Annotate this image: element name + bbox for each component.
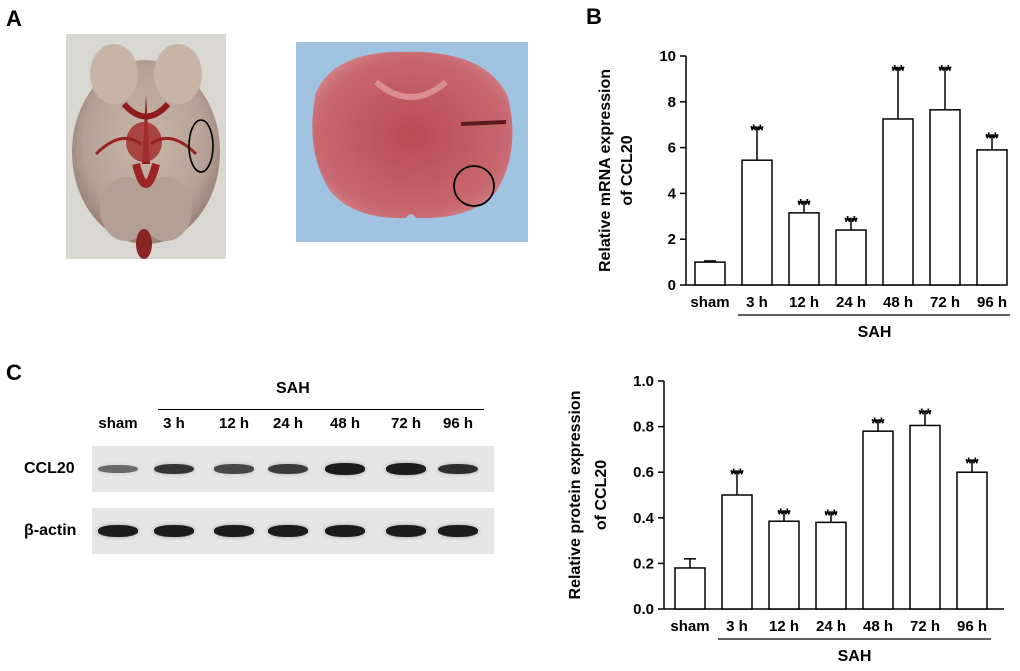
y-tick-label: 8 bbox=[668, 94, 676, 111]
blot-band bbox=[268, 525, 308, 537]
bar bbox=[674, 567, 706, 610]
blot-row-label: CCL20 bbox=[24, 460, 75, 477]
blot-group-label: SAH bbox=[276, 380, 310, 397]
blot-band bbox=[325, 463, 365, 475]
y-tick-label: 0.8 bbox=[633, 419, 654, 436]
western-blot: SAH sham 3 h 12 h 24 h 48 h 72 h 96 h CCL20 β-a… bbox=[0, 360, 520, 580]
significance-marker: ** bbox=[797, 196, 811, 215]
bar bbox=[721, 494, 753, 610]
blot-group-line bbox=[158, 409, 484, 410]
y-axis-label: of CCL20 bbox=[619, 135, 636, 205]
panel-letter-b: B bbox=[586, 4, 602, 29]
group-label: SAH bbox=[838, 648, 872, 665]
panel-letter-a: A bbox=[6, 6, 22, 31]
x-tick-label: 3 h bbox=[726, 618, 748, 635]
blot-band bbox=[386, 463, 426, 475]
blot-lane-label: 72 h bbox=[390, 415, 421, 432]
significance-marker: ** bbox=[824, 506, 838, 525]
blot-band bbox=[268, 463, 308, 475]
x-tick-label: 24 h bbox=[836, 294, 866, 311]
x-tick-label: 48 h bbox=[883, 294, 913, 311]
significance-marker: ** bbox=[985, 129, 999, 148]
y-tick-label: 2 bbox=[668, 231, 676, 248]
significance-marker: ** bbox=[844, 213, 858, 232]
blot-band bbox=[98, 464, 138, 474]
blot-band bbox=[98, 525, 138, 537]
bar bbox=[882, 118, 914, 286]
significance-marker: ** bbox=[750, 121, 764, 140]
bar bbox=[768, 520, 800, 610]
x-tick-label: 24 h bbox=[816, 618, 846, 635]
blot-lane-label: 12 h bbox=[218, 415, 249, 432]
x-tick-label: 12 h bbox=[769, 618, 799, 635]
y-tick-label: 1.0 bbox=[633, 373, 654, 390]
blot-band bbox=[438, 463, 478, 475]
x-tick-label: 72 h bbox=[930, 294, 960, 311]
bar bbox=[741, 159, 773, 286]
x-tick-label: sham bbox=[690, 294, 729, 311]
x-tick-label: 48 h bbox=[863, 618, 893, 635]
x-tick-label: 72 h bbox=[910, 618, 940, 635]
blot-band bbox=[214, 464, 254, 474]
bar bbox=[835, 229, 867, 286]
y-tick-label: 0.4 bbox=[633, 510, 655, 527]
blot-lane-label: 48 h bbox=[329, 415, 360, 432]
x-tick-label: 12 h bbox=[789, 294, 819, 311]
significance-marker: ** bbox=[871, 414, 885, 433]
group-label: SAH bbox=[858, 324, 892, 341]
bar bbox=[694, 261, 726, 286]
significance-marker: ** bbox=[891, 62, 905, 81]
x-tick-label: sham bbox=[670, 618, 709, 635]
x-tick-label: 96 h bbox=[957, 618, 987, 635]
brain-slice-photo bbox=[296, 42, 528, 242]
mrna-bar-chart: Relative mRNA expression of CCL20 0 2 4 6 8 10 s… bbox=[597, 48, 1010, 341]
significance-marker: ** bbox=[730, 465, 744, 484]
significance-marker: ** bbox=[938, 62, 952, 81]
blot-band bbox=[154, 525, 194, 537]
blot-lane-label: 24 h bbox=[272, 415, 303, 432]
bar bbox=[788, 212, 820, 286]
x-tick-label: 3 h bbox=[746, 294, 768, 311]
protein-bar-chart: Relative protein expression of CCL20 0.0 0.… bbox=[567, 373, 1004, 665]
blot-row-label: β-actin bbox=[24, 522, 77, 539]
blot-lane-label: 3 h bbox=[163, 415, 185, 432]
bar bbox=[976, 149, 1008, 286]
y-tick-label: 0 bbox=[668, 277, 676, 294]
blot-band bbox=[214, 525, 254, 537]
x-tick-label: 96 h bbox=[977, 294, 1007, 311]
bar bbox=[929, 109, 961, 286]
blot-band bbox=[154, 463, 194, 475]
blot-band bbox=[325, 525, 365, 537]
y-axis-label: Relative protein expression bbox=[567, 391, 584, 600]
significance-marker: ** bbox=[918, 405, 932, 424]
brain-ventral-photo bbox=[66, 34, 226, 259]
bar bbox=[862, 430, 894, 610]
y-tick-label: 10 bbox=[659, 48, 676, 65]
bar bbox=[815, 521, 847, 610]
blot-lane-label: 96 h bbox=[442, 415, 473, 432]
y-tick-label: 4 bbox=[668, 185, 677, 202]
blot-band bbox=[438, 525, 478, 537]
y-tick-label: 0.0 bbox=[633, 601, 654, 618]
blot-lane-label: sham bbox=[98, 415, 138, 432]
y-tick-label: 6 bbox=[668, 140, 676, 157]
y-tick-label: 0.6 bbox=[633, 464, 654, 481]
bar bbox=[956, 471, 988, 610]
significance-marker: ** bbox=[777, 505, 791, 524]
y-tick-label: 0.2 bbox=[633, 555, 654, 572]
bar bbox=[909, 424, 941, 610]
y-axis-label: of CCL20 bbox=[593, 460, 610, 530]
y-axis-label: Relative mRNA expression bbox=[597, 69, 614, 272]
panel-letter-c: C bbox=[6, 360, 22, 385]
blot-band bbox=[386, 525, 426, 537]
significance-marker: ** bbox=[965, 454, 979, 473]
